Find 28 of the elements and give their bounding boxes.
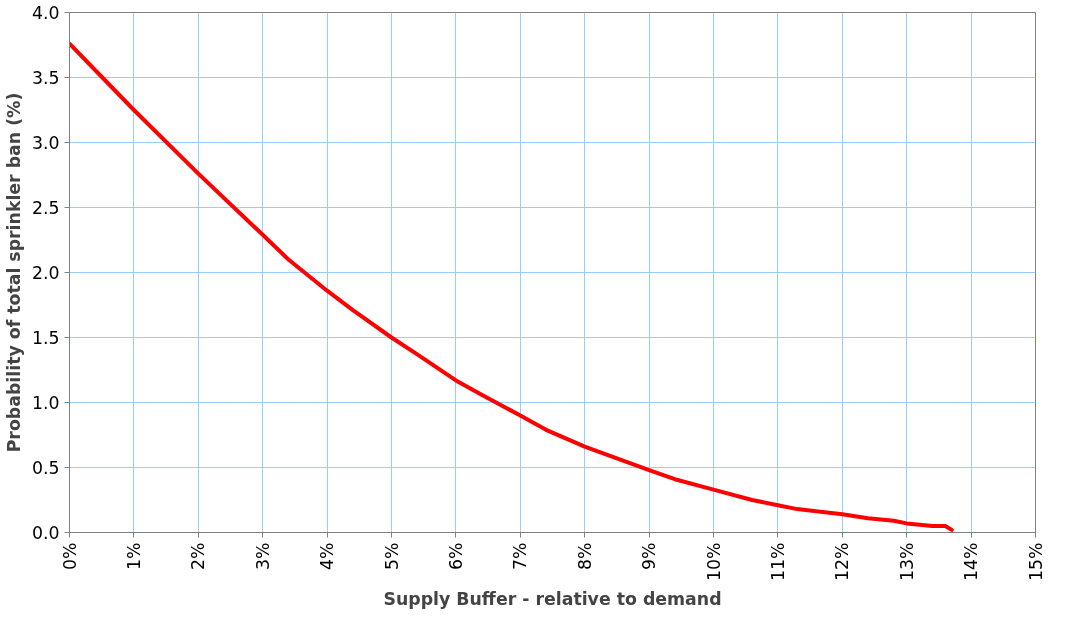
line-series [69, 41, 954, 532]
x-tick-label: 12% [832, 542, 853, 582]
x-tick-label: 0% [59, 542, 80, 570]
x-tick-label: 4% [317, 542, 338, 570]
x-tick-label: 13% [896, 542, 917, 582]
x-tick-label: 9% [639, 542, 660, 570]
x-tick-label: 5% [381, 542, 402, 570]
x-tick-label: 8% [574, 542, 595, 570]
y-tick-label: 0.5 [31, 458, 60, 478]
y-tick-label: 1.5 [31, 328, 60, 348]
y-axis-title: Probability of total sprinkler ban (%) [3, 92, 24, 453]
x-tick-label: 3% [252, 542, 273, 570]
x-tick-label: 15% [1025, 542, 1046, 582]
y-tick-label: 1.0 [31, 393, 60, 413]
x-tick-label: 6% [445, 542, 466, 570]
y-tick-label: 3.0 [31, 133, 60, 153]
x-tick-label: 10% [703, 542, 724, 582]
x-tick-label: 2% [188, 542, 209, 570]
x-axis-title: Supply Buffer - relative to demand [383, 589, 722, 610]
y-tick-label: 4.0 [31, 3, 60, 23]
x-tick-label: 11% [767, 542, 788, 582]
x-tick-label: 1% [123, 542, 144, 570]
y-tick-label: 2.0 [31, 263, 60, 283]
y-tick-label: 2.5 [31, 198, 60, 218]
y-tick-label: 3.5 [31, 68, 60, 88]
x-tick-label: 14% [961, 542, 982, 582]
y-tick-label: 0.0 [31, 523, 60, 543]
x-tick-label: 7% [510, 542, 531, 570]
